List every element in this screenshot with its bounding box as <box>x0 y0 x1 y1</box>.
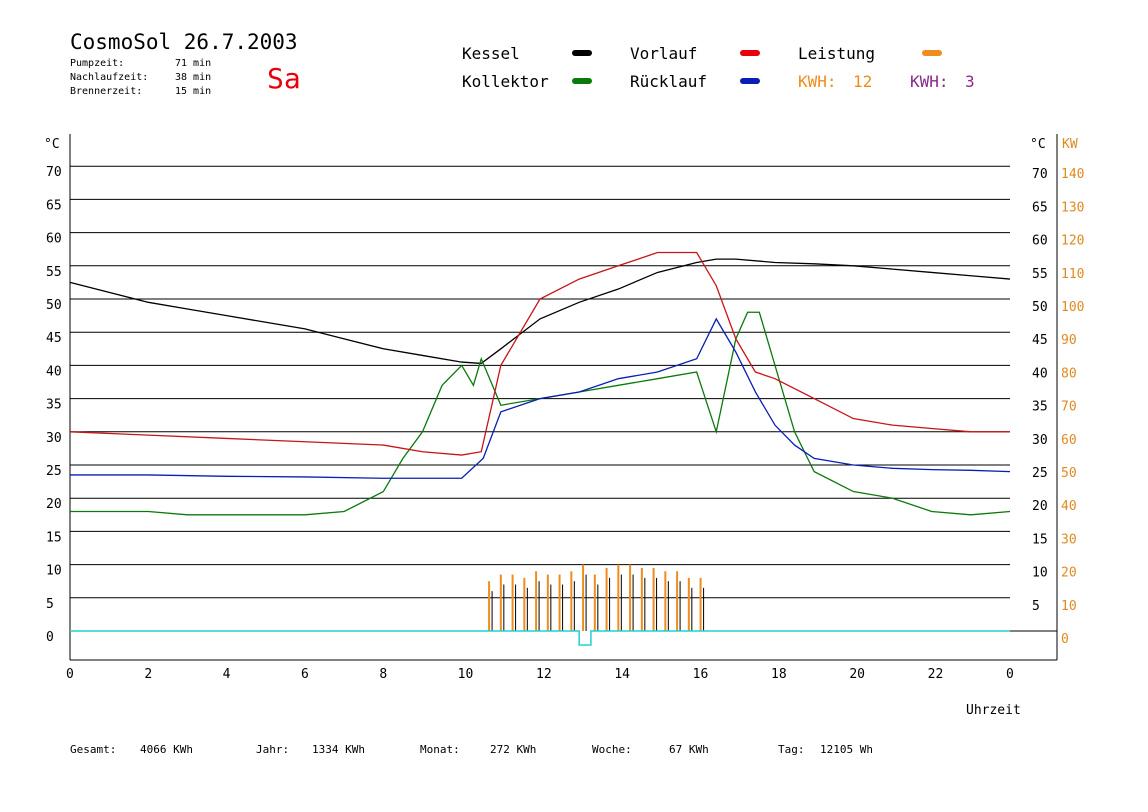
x-tick-label: 10 <box>458 667 474 682</box>
y-tick-label-kw: 0 <box>1061 632 1069 647</box>
x-tick-label: 22 <box>928 667 944 682</box>
legend-kwh1-label: KWH: <box>798 72 837 91</box>
baseline-line <box>70 630 1010 646</box>
footer-monat-label: Monat: <box>420 743 460 756</box>
y-tick-label-left: 70 <box>46 165 62 180</box>
series-line-ruecklauf <box>70 317 1011 479</box>
y-tick-label-kw: 10 <box>1061 599 1077 614</box>
y-axis-unit-right: °C <box>1030 137 1046 152</box>
footer-tag-value: 12105 Wh <box>820 743 873 756</box>
footer-jahr-value: 1334 KWh <box>312 743 365 756</box>
y-tick-label-kw: 90 <box>1061 333 1077 348</box>
y-tick-label-right: 40 <box>1032 366 1048 381</box>
y-tick-label-right: 35 <box>1032 400 1048 415</box>
legend-leistung-swatch <box>922 50 942 56</box>
y-tick-label-kw: 120 <box>1061 234 1084 249</box>
y-tick-label-right: 45 <box>1032 333 1048 348</box>
series-line-kessel <box>69 258 1011 365</box>
y-tick-label-kw: 80 <box>1061 366 1077 381</box>
footer-woche-value: 67 KWh <box>669 743 709 756</box>
stat-value-pumpzeit: 71 min <box>175 58 212 69</box>
y-tick-label-right: 20 <box>1032 499 1048 514</box>
stat-value-nachlaufzeit: 38 min <box>175 72 212 83</box>
stat-label-nachlaufzeit: Nachlaufzeit: <box>70 72 149 83</box>
footer-woche-label: Woche: <box>592 743 632 756</box>
y-tick-label-kw: 50 <box>1061 466 1077 481</box>
footer-tag-label: Tag: <box>778 743 805 756</box>
y-tick-label-left: 0 <box>46 630 54 645</box>
y-tick-label-right: 55 <box>1032 267 1048 282</box>
x-tick-label: 4 <box>223 667 231 682</box>
x-tick-label: 6 <box>301 667 309 682</box>
y-tick-label-right: 65 <box>1032 200 1048 215</box>
y-tick-label-right: 15 <box>1032 532 1048 547</box>
y-tick-label-left: 10 <box>46 564 62 579</box>
x-axis-title: Uhrzeit <box>966 703 1021 718</box>
y-tick-label-left: 35 <box>46 398 62 413</box>
y-tick-label-left: 55 <box>46 265 62 280</box>
y-tick-label-left: 50 <box>46 298 62 313</box>
y-tick-label-right: 60 <box>1032 234 1048 249</box>
legend-vorlauf-label: Vorlauf <box>630 44 698 63</box>
legend-ruecklauf-swatch <box>740 78 760 84</box>
y-tick-label-left: 40 <box>46 364 62 379</box>
y-tick-label-kw: 110 <box>1061 267 1084 282</box>
legend-kwh2-value: 3 <box>965 72 975 91</box>
stat-label-brennerzeit: Brennerzeit: <box>70 86 143 97</box>
y-tick-label-left: 15 <box>46 530 62 545</box>
legend-kwh1-value: 12 <box>853 72 873 91</box>
y-tick-label-kw: 60 <box>1061 433 1077 448</box>
y-tick-label-left: 60 <box>46 232 62 247</box>
y-tick-label-left: 30 <box>46 431 62 446</box>
x-tick-label: 20 <box>849 667 865 682</box>
y-axis-unit-left: °C <box>44 137 60 152</box>
y-tick-label-right: 5 <box>1032 599 1040 614</box>
legend-kessel-swatch <box>572 50 592 56</box>
y-tick-label-kw: 100 <box>1061 300 1084 315</box>
legend-kollektor-swatch <box>572 78 592 84</box>
y-tick-label-kw: 70 <box>1061 400 1077 415</box>
x-tick-label: 12 <box>536 667 552 682</box>
x-tick-label: 0 <box>1006 667 1014 682</box>
y-tick-label-right: 50 <box>1032 300 1048 315</box>
y-tick-label-right: 10 <box>1032 566 1048 581</box>
y-tick-label-left: 65 <box>46 198 62 213</box>
weekday-label: Sa <box>267 62 301 95</box>
y-tick-label-kw: 130 <box>1061 200 1084 215</box>
legend-ruecklauf-label: Rücklauf <box>630 72 708 91</box>
x-tick-label: 8 <box>379 667 387 682</box>
stat-label-pumpzeit: Pumpzeit: <box>70 58 125 69</box>
y-tick-label-kw: 20 <box>1061 566 1077 581</box>
stat-value-brennerzeit: 15 min <box>175 86 212 97</box>
y-tick-label-left: 45 <box>46 331 62 346</box>
x-tick-label: 0 <box>66 667 74 682</box>
x-tick-label: 18 <box>771 667 787 682</box>
footer-gesamt-value: 4066 KWh <box>140 743 193 756</box>
y-tick-label-left: 5 <box>46 597 54 612</box>
series-line-kollektor <box>70 311 1011 516</box>
y-tick-label-kw: 140 <box>1061 167 1084 182</box>
y-tick-label-kw: 40 <box>1061 499 1077 514</box>
footer-monat-value: 272 KWh <box>490 743 537 756</box>
y-tick-label-right: 70 <box>1032 167 1048 182</box>
footer-jahr-label: Jahr: <box>256 743 290 756</box>
legend-kollektor-label: Kollektor <box>462 72 549 91</box>
series-line-vorlauf <box>69 251 1010 456</box>
y-tick-label-right: 30 <box>1032 433 1048 448</box>
y-tick-label-left: 25 <box>46 464 62 479</box>
legend-kwh2-label: KWH: <box>910 72 949 91</box>
legend-kessel-label: Kessel <box>462 44 520 63</box>
y-tick-label-right: 25 <box>1032 466 1048 481</box>
legend-vorlauf-swatch <box>740 50 760 56</box>
y-tick-label-kw: 30 <box>1061 532 1077 547</box>
footer-gesamt-label: Gesamt: <box>70 743 117 756</box>
x-tick-label: 2 <box>144 667 152 682</box>
y-tick-label-left: 20 <box>46 497 62 512</box>
x-tick-label: 14 <box>614 667 630 682</box>
legend-leistung-label: Leistung <box>798 44 876 63</box>
x-tick-label: 16 <box>693 667 709 682</box>
chart-title: CosmoSol 26.7.2003 <box>70 30 298 54</box>
y-axis-unit-kw: KW <box>1062 137 1078 152</box>
